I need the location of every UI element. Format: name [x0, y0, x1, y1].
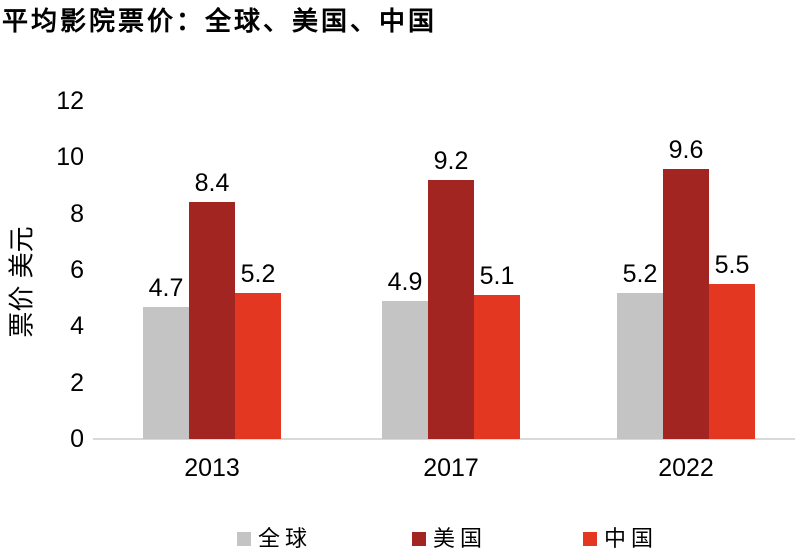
y-axis-tick-label: 8 — [70, 199, 84, 228]
chart-title: 平均影院票价：全球、美国、中国 — [2, 6, 438, 36]
bar-value-label: 5.2 — [240, 260, 276, 288]
bar-us-2022 — [663, 169, 709, 439]
legend-entry-global: 全球 — [237, 527, 312, 551]
y-axis-tick-label: 10 — [56, 143, 84, 172]
bar-value-label: 4.7 — [148, 274, 184, 302]
bar-china-2013 — [235, 293, 281, 439]
y-axis-tick-label: 4 — [70, 312, 84, 341]
legend-swatch-us — [412, 532, 426, 546]
legend-swatch-global — [237, 532, 251, 546]
bar-value-label: 8.4 — [194, 169, 230, 197]
bar-value-label: 4.9 — [387, 268, 423, 296]
bar-china-2017 — [474, 295, 520, 439]
bar-value-label: 5.2 — [622, 260, 658, 288]
legend-label-global: 全球 — [258, 526, 313, 551]
bar-value-label: 9.6 — [668, 136, 704, 164]
legend-label-us: 美国 — [433, 526, 488, 551]
bar-global-2013 — [143, 307, 189, 439]
y-axis-tick-label: 0 — [70, 425, 84, 453]
x-axis-tick-label: 2017 — [423, 454, 479, 482]
bar-value-label: 5.1 — [479, 262, 515, 290]
x-axis-line — [93, 438, 795, 440]
bar-value-label: 5.5 — [714, 251, 750, 279]
bar-global-2022 — [617, 293, 663, 439]
legend-label-china: 中国 — [604, 526, 659, 551]
bar-us-2017 — [428, 180, 474, 439]
bar-us-2013 — [189, 202, 235, 439]
x-axis-tick-label: 2013 — [184, 454, 240, 482]
bar-china-2022 — [709, 284, 755, 439]
y-axis-tick-label: 2 — [70, 368, 84, 397]
y-axis-tick-label: 6 — [70, 255, 84, 284]
legend-entry-china: 中国 — [583, 527, 658, 551]
y-axis-tick-label: 12 — [56, 86, 84, 115]
bar-value-label: 9.2 — [433, 147, 469, 175]
legend-swatch-china — [583, 532, 597, 546]
bar-global-2017 — [382, 301, 428, 439]
x-axis-tick-label: 2022 — [658, 454, 714, 482]
legend-entry-us: 美国 — [412, 527, 487, 551]
